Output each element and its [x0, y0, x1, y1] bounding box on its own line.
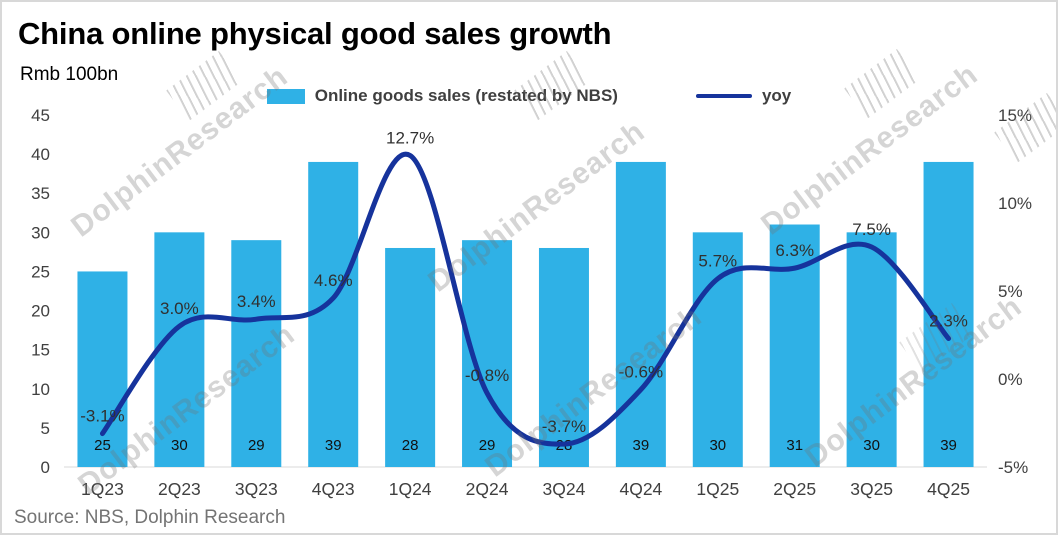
x-axis-category-label: 3Q25: [850, 479, 893, 499]
bar: [846, 232, 897, 467]
yoy-value-label: -0.8%: [465, 366, 509, 385]
yoy-value-label: -3.7%: [542, 417, 586, 436]
bar: [615, 161, 666, 467]
left-axis-tick: 20: [31, 302, 50, 321]
bar: [769, 224, 820, 467]
legend-label-yoy: yoy: [761, 86, 792, 105]
left-axis-unit-label: Rmb 100bn: [20, 64, 119, 85]
bar: [154, 232, 205, 467]
left-axis-tick: 40: [31, 145, 50, 164]
bar-value-label: 31: [786, 437, 803, 454]
left-axis-tick: 10: [31, 380, 50, 399]
right-axis-tick: 5%: [998, 282, 1023, 301]
x-axis-category-label: 2Q24: [466, 479, 509, 499]
yoy-value-label: 7.5%: [852, 220, 891, 239]
left-axis-tick: 45: [31, 106, 50, 125]
bar-swatch-icon: [266, 88, 305, 104]
legend-label-bars: Online goods sales (restated by NBS): [314, 86, 618, 105]
bar: [385, 247, 436, 467]
page-title: China online physical good sales growth: [18, 16, 612, 51]
bar: [231, 240, 282, 467]
axis-layer: 45 40 35 30 25 20 15 10 5 0 15% 10% 5% 0% -5% 1Q23 2Q23 3…: [31, 106, 1032, 499]
left-axis-tick: 0: [41, 458, 50, 477]
yoy-value-label: 3.0%: [160, 299, 199, 318]
line-layer: [99, 151, 952, 447]
yoy-value-label: 3.4%: [237, 292, 276, 311]
legend-item-yoy: yoy: [695, 86, 792, 106]
bar-value-label: 39: [940, 437, 957, 454]
yoy-value-label: -0.6%: [619, 363, 663, 382]
right-axis-tick: 10%: [998, 194, 1032, 213]
yoy-line: [99, 151, 952, 447]
bar: [308, 161, 359, 467]
x-axis-category-label: 1Q23: [81, 479, 124, 499]
bar-value-label: 29: [479, 437, 496, 454]
legend: Online goods sales (restated by NBS) yoy: [62, 86, 996, 106]
bar-value-label: 39: [325, 437, 342, 454]
bar-value-label: 39: [633, 437, 650, 454]
yoy-value-label: 6.3%: [775, 241, 814, 260]
line-swatch-icon: [695, 94, 752, 98]
line-labels-layer: -3.1% 3.0% 3.4% 4.6% 12.7% -0.8% -3.7% -0.6% 5.7…: [80, 128, 968, 436]
bar: [538, 247, 589, 467]
bar-value-label: 30: [863, 437, 880, 454]
legend-item-bars: Online goods sales (restated by NBS): [266, 86, 618, 106]
yoy-value-label: 2.3%: [929, 312, 968, 331]
yoy-value-label: 4.6%: [314, 271, 353, 290]
left-axis-tick: 30: [31, 223, 50, 242]
source-text: Source: NBS, Dolphin Research: [14, 507, 286, 528]
right-axis-tick: 15%: [998, 106, 1032, 125]
bars-layer: [77, 161, 974, 467]
x-axis-category-label: 4Q25: [927, 479, 970, 499]
x-axis-category-label: 1Q24: [389, 479, 432, 499]
bar-value-label: 25: [94, 437, 111, 454]
x-axis-category-label: 4Q24: [619, 479, 662, 499]
bar: [462, 240, 513, 467]
yoy-value-label: 5.7%: [698, 252, 737, 271]
x-axis-category-label: 2Q25: [773, 479, 816, 499]
bar-value-label: 30: [171, 437, 188, 454]
bar-labels-layer: 25 30 29 39 28 29 28 39 30 31 30 39: [94, 437, 957, 454]
x-axis-category-label: 2Q23: [158, 479, 201, 499]
yoy-value-label: -3.1%: [80, 407, 124, 426]
x-axis-category-label: 1Q25: [696, 479, 739, 499]
left-axis-tick: 5: [41, 419, 50, 438]
bar-value-label: 30: [709, 437, 726, 454]
x-axis-category-label: 3Q24: [543, 479, 586, 499]
bar-value-label: 29: [248, 437, 265, 454]
yoy-value-label: 12.7%: [386, 128, 434, 147]
bar-value-label: 28: [402, 437, 419, 454]
left-axis-tick: 25: [31, 262, 50, 281]
x-axis-category-label: 4Q23: [312, 479, 355, 499]
left-axis-tick: 35: [31, 184, 50, 203]
left-axis-tick: 15: [31, 341, 50, 360]
right-axis-tick: -5%: [998, 458, 1028, 477]
right-axis-tick: 0%: [998, 370, 1023, 389]
x-axis-category-label: 3Q23: [235, 479, 278, 499]
